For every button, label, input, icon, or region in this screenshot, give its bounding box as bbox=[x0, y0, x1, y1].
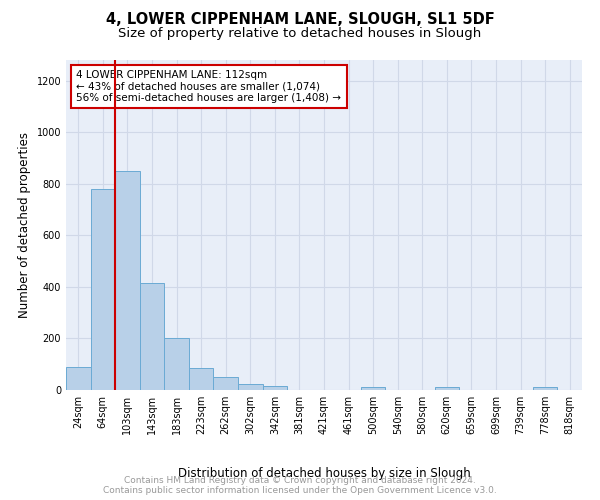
Bar bbox=[263, 386, 287, 390]
Bar bbox=[140, 283, 164, 390]
Bar bbox=[164, 338, 189, 390]
Text: 4 LOWER CIPPENHAM LANE: 112sqm
← 43% of detached houses are smaller (1,074)
56% : 4 LOWER CIPPENHAM LANE: 112sqm ← 43% of … bbox=[76, 70, 341, 103]
Text: Size of property relative to detached houses in Slough: Size of property relative to detached ho… bbox=[118, 28, 482, 40]
Bar bbox=[189, 368, 214, 390]
Y-axis label: Number of detached properties: Number of detached properties bbox=[18, 132, 31, 318]
Bar bbox=[214, 377, 238, 390]
Bar bbox=[115, 171, 140, 390]
Bar bbox=[66, 367, 91, 390]
Bar bbox=[238, 384, 263, 390]
Bar bbox=[533, 388, 557, 390]
Text: Distribution of detached houses by size in Slough: Distribution of detached houses by size … bbox=[178, 468, 470, 480]
Text: Contains HM Land Registry data © Crown copyright and database right 2024.
Contai: Contains HM Land Registry data © Crown c… bbox=[103, 476, 497, 495]
Bar bbox=[361, 388, 385, 390]
Bar bbox=[434, 388, 459, 390]
Bar bbox=[91, 189, 115, 390]
Text: 4, LOWER CIPPENHAM LANE, SLOUGH, SL1 5DF: 4, LOWER CIPPENHAM LANE, SLOUGH, SL1 5DF bbox=[106, 12, 494, 28]
